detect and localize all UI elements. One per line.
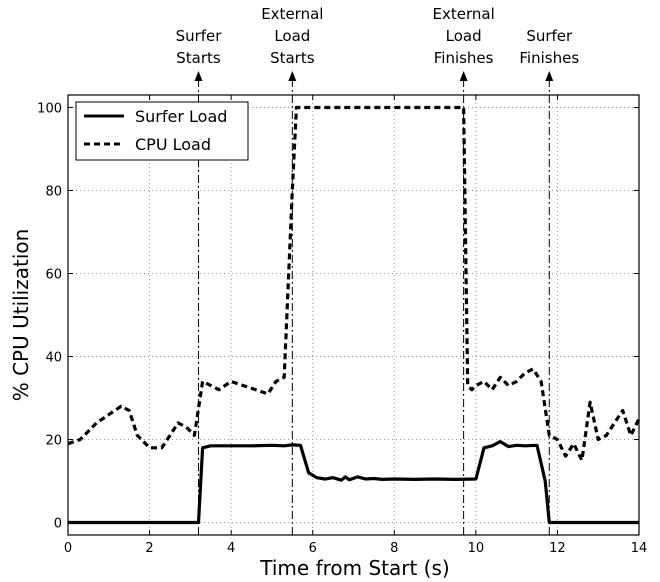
event-label: External [261,5,323,23]
event-label: Starts [270,49,315,67]
series-line-surfer-load [68,440,639,525]
x-tick-label: 6 [309,541,317,556]
y-tick-label: 0 [54,517,62,532]
x-tick-label: 2 [145,541,153,556]
event-label: Starts [176,49,221,67]
event-label: Surfer [526,27,573,45]
legend: Surfer Load CPU Load [75,101,249,161]
event-annotations: Surfer Starts External Load Starts External Lo… [176,5,579,535]
x-tick-label: 14 [631,541,648,556]
y-tick-label: 100 [37,101,62,116]
x-tick-label: 4 [227,541,235,556]
legend-box [75,101,249,161]
x-tick-label: 0 [64,541,72,556]
x-tick-label: 8 [390,541,398,556]
y-tick-label: 40 [45,351,62,366]
grid [68,95,639,535]
y-tick-label: 80 [45,184,62,199]
plot-area-frame [67,94,640,536]
legend-label-cpu-load: CPU Load [135,135,211,154]
y-tick-label: 20 [45,434,62,449]
event-label: Load [446,27,482,45]
event-label: Finishes [519,49,579,67]
x-axis-label: Time from Start (s) [259,556,449,580]
data-series [67,105,641,525]
y-axis-label: % CPU Utilization [9,229,33,402]
event-marker-arrow [288,71,297,81]
series-line-cpu-load [67,105,641,462]
event-label: Surfer [176,27,223,45]
event-label: Finishes [434,49,494,67]
event-label: Load [274,27,310,45]
axis-ticks: 0 2 4 6 8 10 12 14 0 20 40 60 80 100 [37,95,647,556]
event-label: External [433,5,495,23]
event-marker-arrow [545,71,554,81]
event-marker-arrow [194,71,203,81]
y-tick-label: 60 [45,267,62,282]
event-marker-arrow [459,71,468,81]
legend-label-surfer-load: Surfer Load [135,107,227,126]
x-tick-label: 10 [468,541,485,556]
x-tick-label: 12 [549,541,566,556]
